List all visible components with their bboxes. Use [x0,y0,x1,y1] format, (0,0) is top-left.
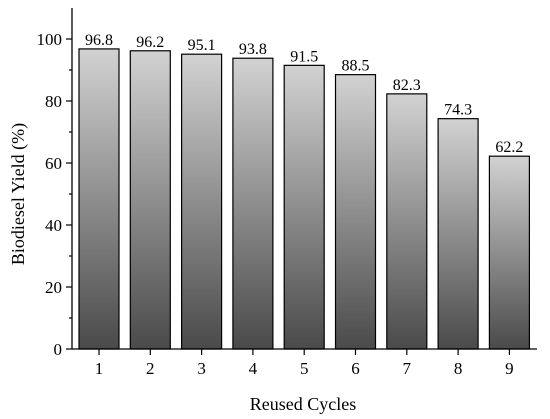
y-tick-label-60: 60 [45,154,62,173]
data-label-cycle-1: 96.8 [85,32,113,49]
data-label-cycle-7: 82.3 [393,77,421,94]
data-label-cycle-9: 62.2 [495,139,523,156]
y-tick-label-100: 100 [37,30,63,49]
data-label-cycle-4: 93.8 [239,41,267,58]
y-axis-title: Biodiesel Yield (%) [8,123,29,265]
bars-layer [78,48,530,350]
bar-cycle-9 [488,155,530,350]
x-tick-label-6: 6 [351,359,360,378]
bar-cycle-4 [232,57,274,350]
bar-cycle-3 [181,53,223,350]
bar-cycle-2 [129,50,171,350]
x-tick-label-4: 4 [249,359,258,378]
x-tick-label-1: 1 [95,359,104,378]
y-tick-label-80: 80 [45,92,62,111]
x-tick-label-5: 5 [300,359,309,378]
data-label-cycle-6: 88.5 [342,58,370,75]
x-tick-label-7: 7 [403,359,412,378]
data-label-cycle-8: 74.3 [444,102,472,119]
data-label-cycle-5: 91.5 [290,48,318,65]
data-labels-layer: 96.8 96.2 95.1 93.8 91.5 88.5 82.3 74.3 62.2 [85,32,523,156]
y-tick-label-20: 20 [45,278,62,297]
x-axis-title: Reused Cycles [250,394,356,414]
bar-cycle-1 [78,48,120,350]
bar-cycle-6 [334,74,377,350]
bar-cycle-8 [437,118,479,350]
bar-cycle-7 [386,93,428,350]
x-tick-label-8: 8 [454,359,463,378]
x-tick-label-3: 3 [197,359,206,378]
data-label-cycle-2: 96.2 [136,34,164,51]
bar-cycle-5 [283,64,325,350]
x-tick-label-9: 9 [505,359,514,378]
y-tick-label-40: 40 [45,216,62,235]
axes-layer: 0 20 40 60 80 100 1 2 3 4 5 6 7 8 9 [37,8,537,378]
data-label-cycle-3: 95.1 [188,37,216,54]
x-tick-label-2: 2 [146,359,155,378]
y-tick-label-0: 0 [54,340,63,359]
